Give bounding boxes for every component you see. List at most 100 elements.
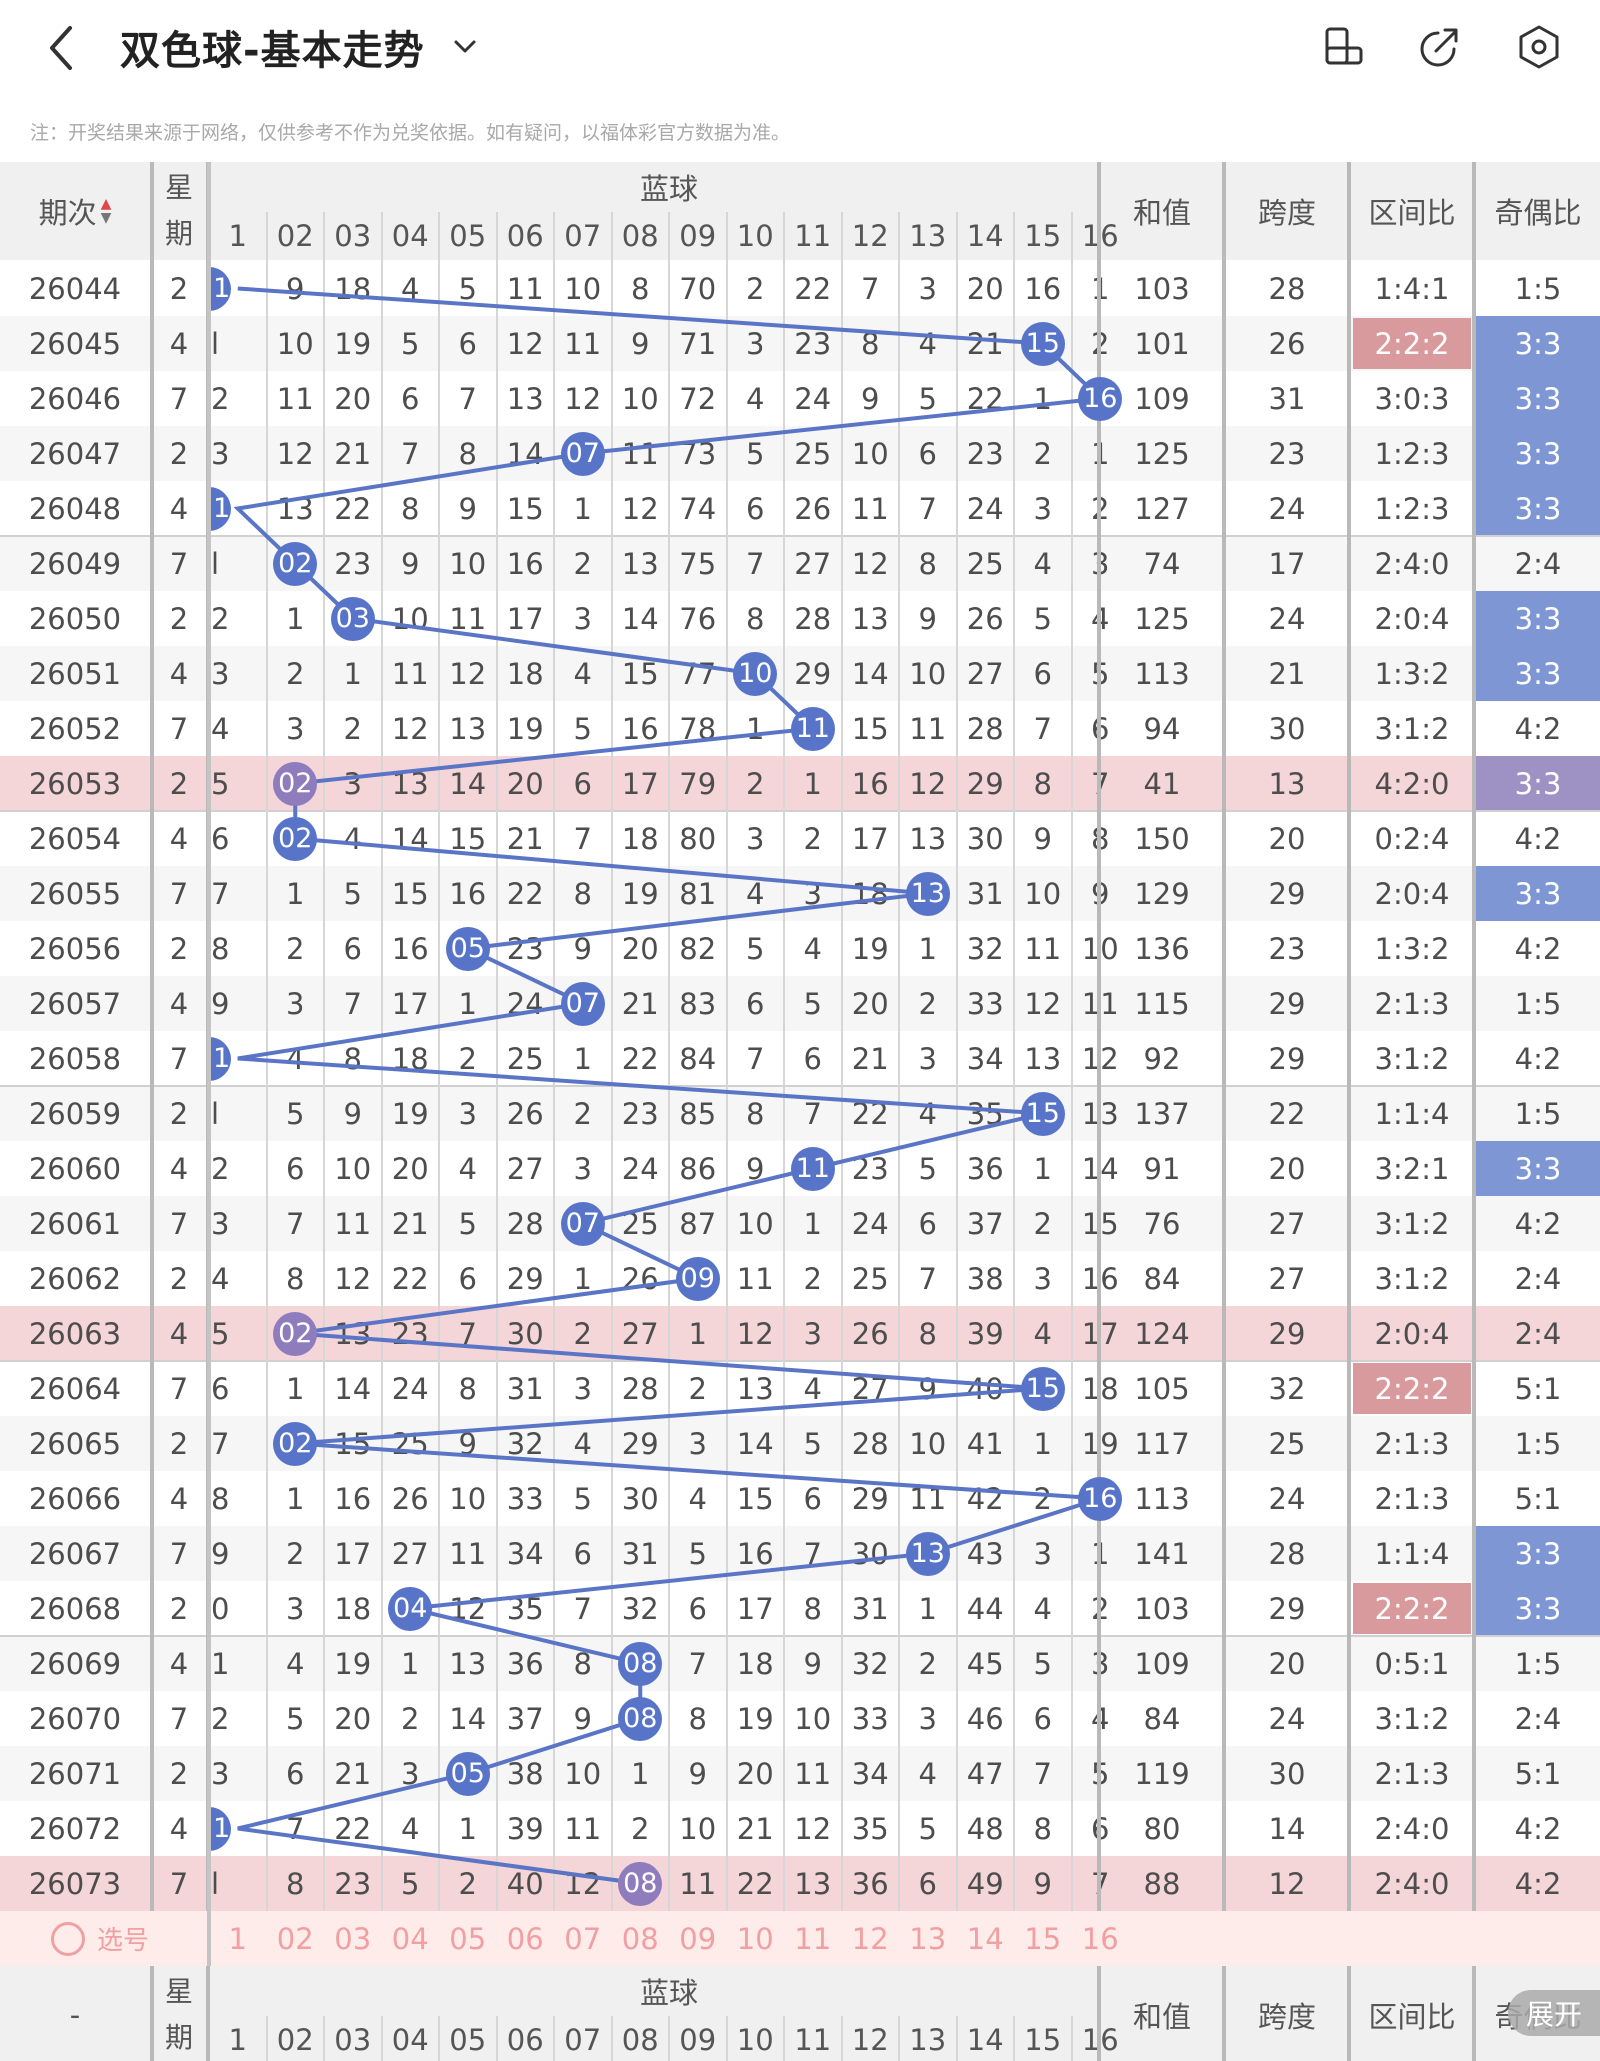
miss-cell: 5: [746, 931, 765, 966]
span-cell: 29: [1268, 986, 1306, 1021]
select-number[interactable]: 08: [621, 1921, 659, 1956]
column-divider: [610, 2016, 613, 2061]
miss-cell: 8: [211, 931, 230, 966]
select-number[interactable]: 14: [966, 1921, 1004, 1956]
footer-header-blue-col-7: 07: [564, 2023, 602, 2057]
span-cell: 13: [1268, 766, 1306, 801]
select-number[interactable]: 05: [449, 1921, 487, 1956]
rotate-screen-icon[interactable]: [1318, 22, 1368, 72]
table-header-oddeven: 奇偶比: [1494, 196, 1582, 230]
expand-button[interactable]: 展开: [1508, 1990, 1600, 2036]
miss-cell: 14: [391, 821, 429, 856]
miss-cell: 8: [688, 1701, 707, 1736]
blue-ball: 15: [1020, 1091, 1065, 1136]
select-number[interactable]: 13: [909, 1921, 947, 1956]
blue-ball: 05: [445, 1751, 490, 1796]
table-row: [0, 1196, 1600, 1251]
select-button[interactable]: 选号: [40, 1911, 160, 1966]
select-number[interactable]: 09: [679, 1921, 717, 1956]
miss-cell: 3: [573, 1371, 592, 1406]
table-row: [0, 756, 1600, 811]
miss-cell: 3: [286, 1591, 305, 1626]
sum-cell: 141: [1134, 1536, 1190, 1571]
select-number[interactable]: 03: [334, 1921, 372, 1956]
table-header-blue-col-3: 03: [334, 219, 372, 253]
miss-cell: 42: [966, 1481, 1004, 1516]
miss-cell: 2: [918, 1646, 937, 1681]
footer-header-period[interactable]: -: [69, 1998, 81, 2032]
zone-cell: 2:2:2: [1353, 1583, 1471, 1634]
column-divider: [783, 212, 785, 1911]
miss-cell: 1: [573, 1041, 592, 1076]
sum-cell: 92: [1143, 1041, 1181, 1076]
miss-cell: 8: [343, 1041, 362, 1076]
chevron-down-icon[interactable]: [448, 30, 482, 64]
column-divider: [380, 2016, 383, 2061]
select-number[interactable]: 11: [794, 1921, 832, 1956]
select-number[interactable]: 12: [851, 1921, 889, 1956]
sum-cell: 117: [1134, 1426, 1190, 1461]
miss-cell: 4: [688, 1481, 707, 1516]
sort-icon[interactable]: ▲ ▼: [100, 196, 112, 226]
miss-cell: 13: [506, 381, 544, 416]
select-number[interactable]: 07: [564, 1921, 602, 1956]
select-number[interactable]: 16: [1081, 1921, 1119, 1956]
column-divider: [1222, 1966, 1226, 2061]
weekday-cell: 4: [169, 1316, 189, 1351]
sum-cell: 129: [1134, 876, 1190, 911]
miss-cell: 20: [736, 1756, 774, 1791]
miss-cell: 34: [966, 1041, 1004, 1076]
miss-cell: 10: [621, 381, 659, 416]
footer-header-blue-col-5: 05: [449, 2023, 487, 2057]
share-icon[interactable]: [1414, 22, 1464, 72]
blue-ball: 11: [790, 706, 835, 751]
settings-icon[interactable]: [1514, 22, 1564, 72]
miss-cell: 6: [573, 1536, 592, 1571]
table-header-bg: [0, 162, 1600, 260]
footer-header-blue-col-8: 08: [621, 2023, 659, 2057]
table-row: [0, 646, 1600, 701]
miss-cell: 5: [918, 381, 937, 416]
select-number[interactable]: 10: [736, 1921, 774, 1956]
miss-cell: 10: [391, 601, 429, 636]
footer-header-blue-col-14: 14: [966, 2023, 1004, 2057]
miss-cell: 4: [918, 1756, 937, 1791]
miss-cell: 22: [334, 491, 372, 526]
miss-cell: 26: [794, 491, 832, 526]
miss-cell: 7: [401, 436, 420, 471]
miss-cell: 8: [918, 1316, 937, 1351]
table-header-period[interactable]: 期次 ▲ ▼: [38, 196, 112, 230]
miss-cell: 23: [794, 326, 832, 361]
miss-cell: 6: [1033, 656, 1052, 691]
sum-cell: 136: [1134, 931, 1190, 966]
miss-cell: 33: [506, 1481, 544, 1516]
miss-cell: 3: [286, 711, 305, 746]
miss-cell: 1: [458, 986, 477, 1021]
page-title[interactable]: 双色球-基本走势: [120, 28, 425, 74]
miss-cell: 15: [334, 1426, 372, 1461]
table-header-blue-col-2: 02: [276, 219, 314, 253]
miss-cell: 3: [573, 601, 592, 636]
select-number[interactable]: 1: [228, 1921, 247, 1956]
table-row: [0, 371, 1600, 426]
back-arrow-icon[interactable]: [40, 22, 84, 74]
miss-cell: 4: [1033, 1591, 1052, 1626]
miss-cell: 3: [746, 821, 765, 856]
miss-cell: 27: [621, 1316, 659, 1351]
miss-cell: 79: [679, 766, 717, 801]
miss-cell: 10: [1081, 931, 1119, 966]
miss-cell: 2: [1033, 1481, 1052, 1516]
select-number[interactable]: 04: [391, 1921, 429, 1956]
weekday-cell: 4: [169, 326, 189, 361]
miss-cell: 19: [621, 876, 659, 911]
select-number[interactable]: 02: [276, 1921, 314, 1956]
weekday-cell: 2: [169, 601, 189, 636]
miss-cell: 32: [966, 931, 1004, 966]
miss-cell: 3: [918, 1701, 937, 1736]
blue-ball: 03: [330, 596, 375, 641]
select-number[interactable]: 06: [506, 1921, 544, 1956]
weekday-cell: 4: [169, 1151, 189, 1186]
footer-header-blue-col-13: 13: [909, 2023, 947, 2057]
weekday-cell: 7: [169, 546, 189, 581]
select-number[interactable]: 15: [1024, 1921, 1062, 1956]
